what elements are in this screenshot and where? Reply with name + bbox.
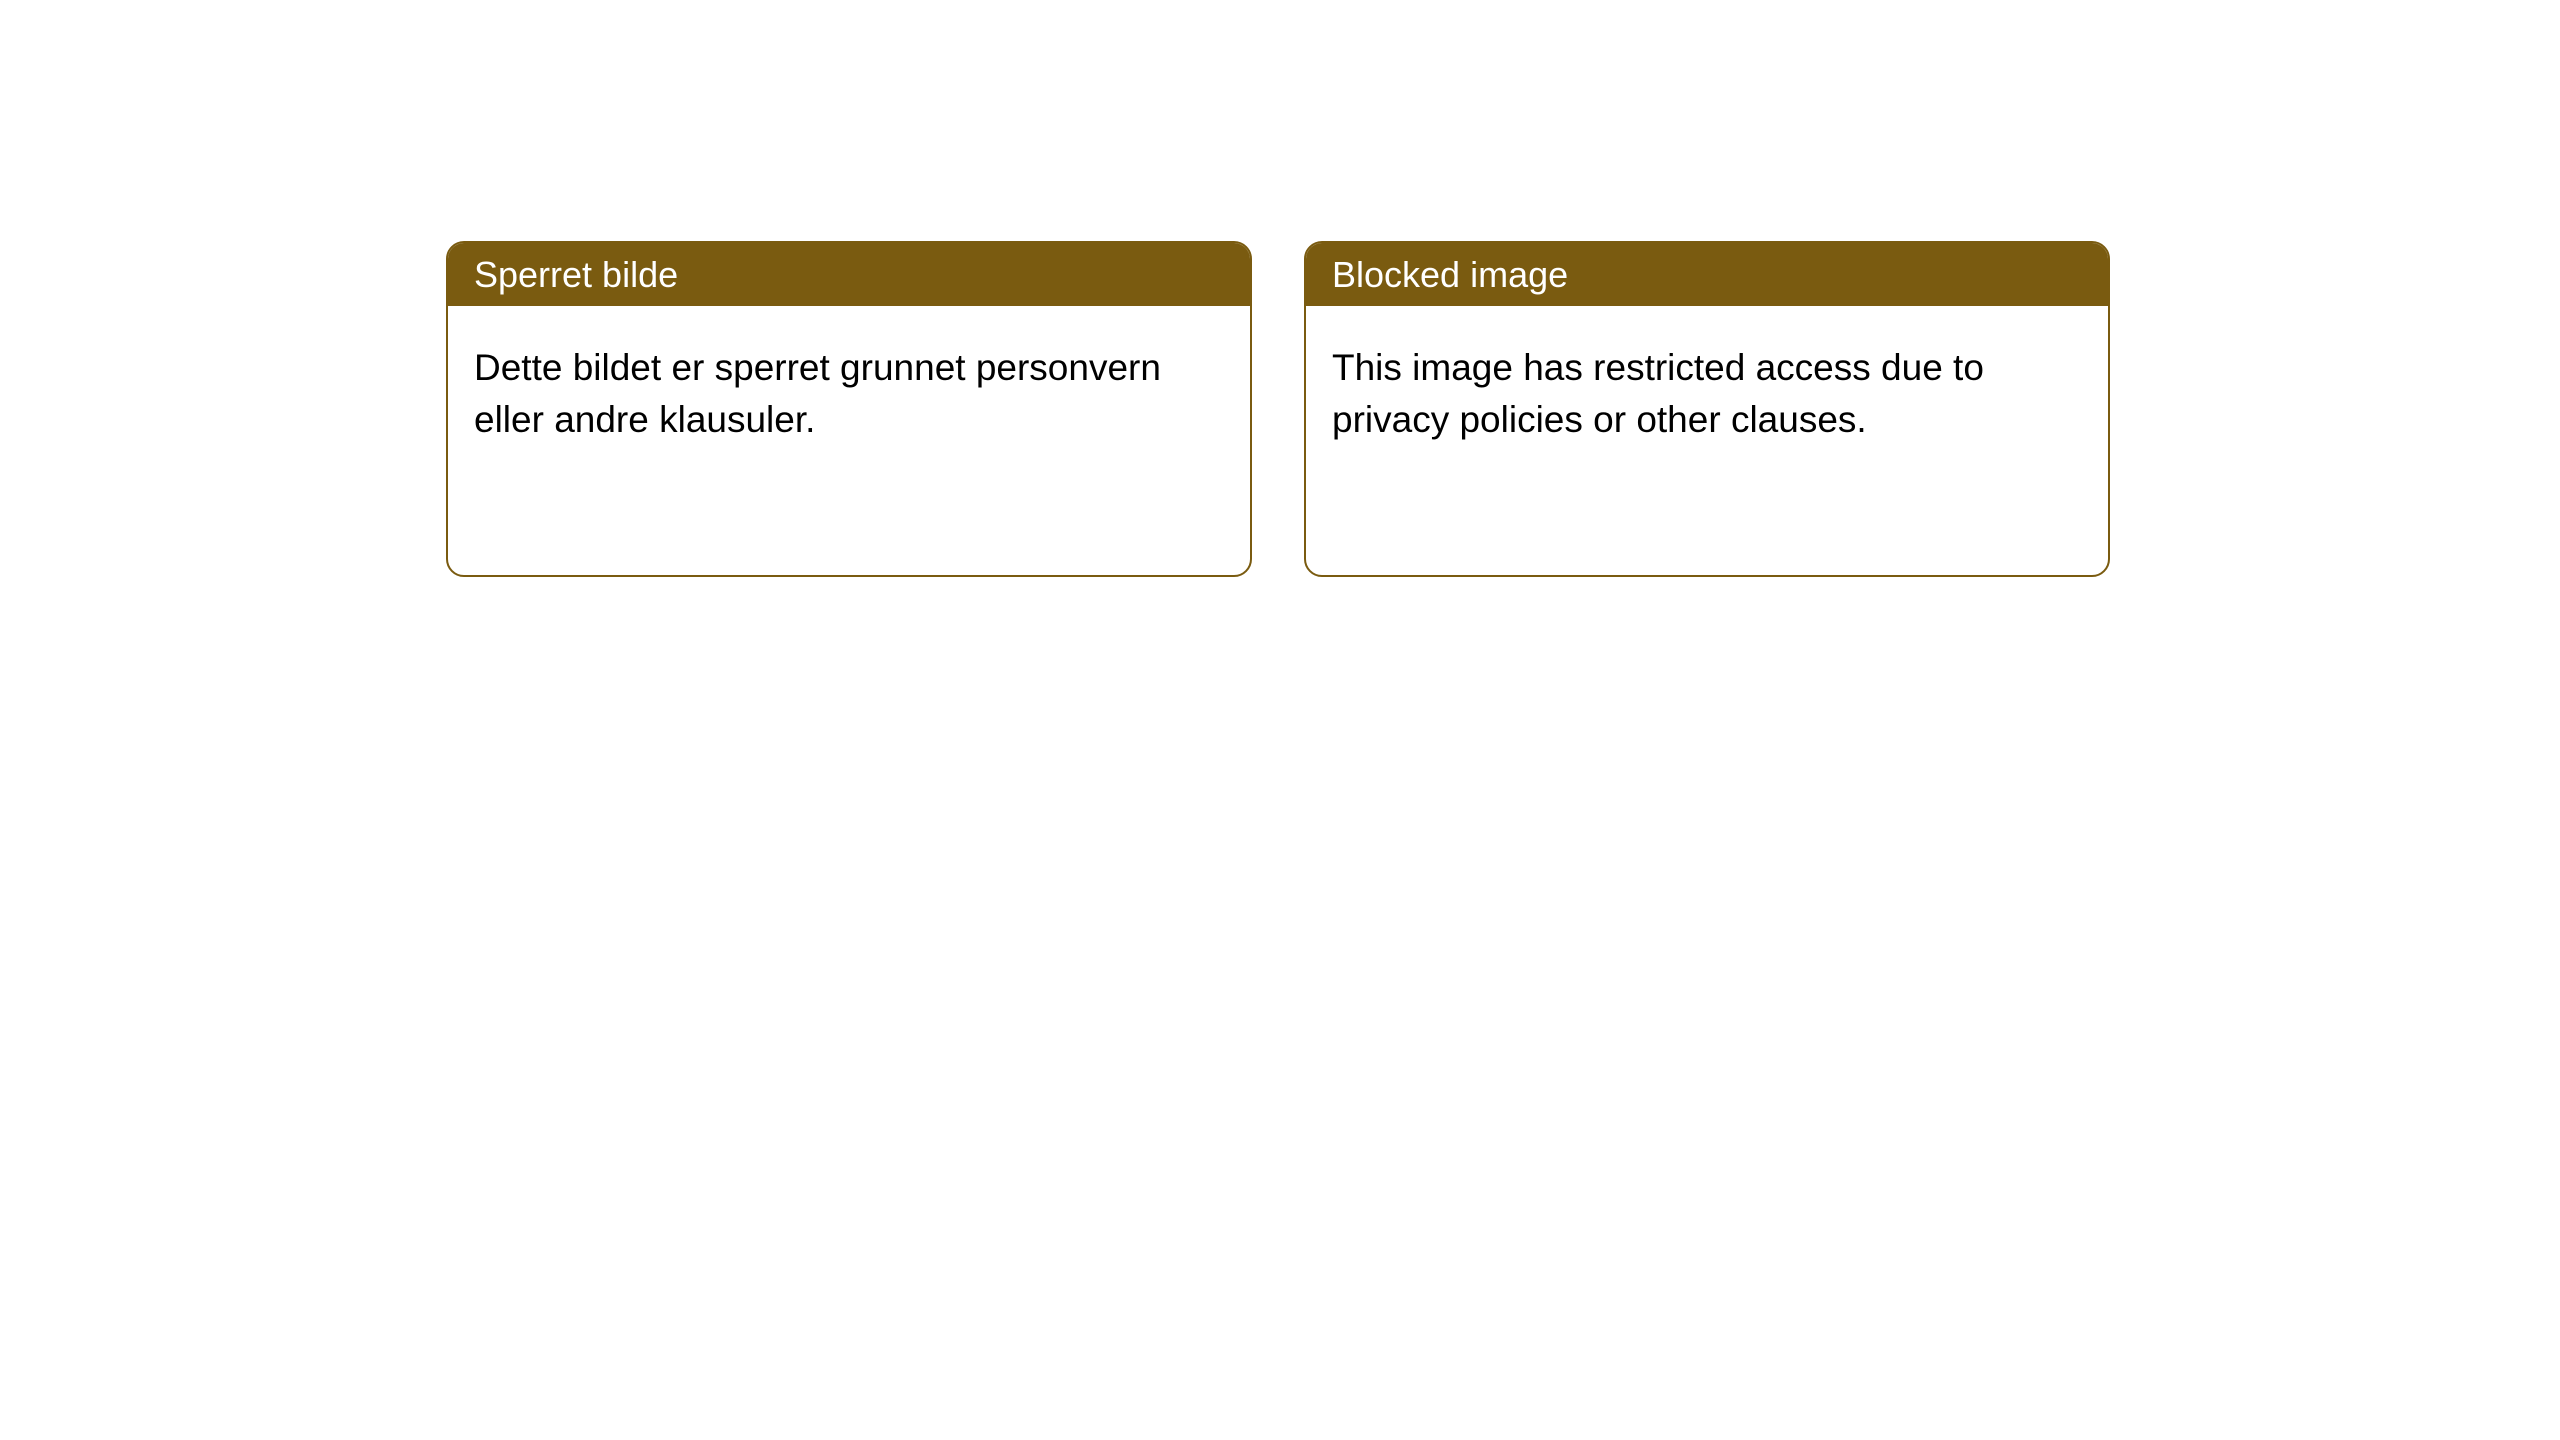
notice-title-en: Blocked image: [1306, 243, 2108, 306]
notice-container: Sperret bilde Dette bildet er sperret gr…: [446, 241, 2110, 577]
notice-card-no: Sperret bilde Dette bildet er sperret gr…: [446, 241, 1252, 577]
notice-title-no: Sperret bilde: [448, 243, 1250, 306]
notice-body-en: This image has restricted access due to …: [1306, 306, 2108, 482]
notice-card-en: Blocked image This image has restricted …: [1304, 241, 2110, 577]
notice-body-no: Dette bildet er sperret grunnet personve…: [448, 306, 1250, 482]
